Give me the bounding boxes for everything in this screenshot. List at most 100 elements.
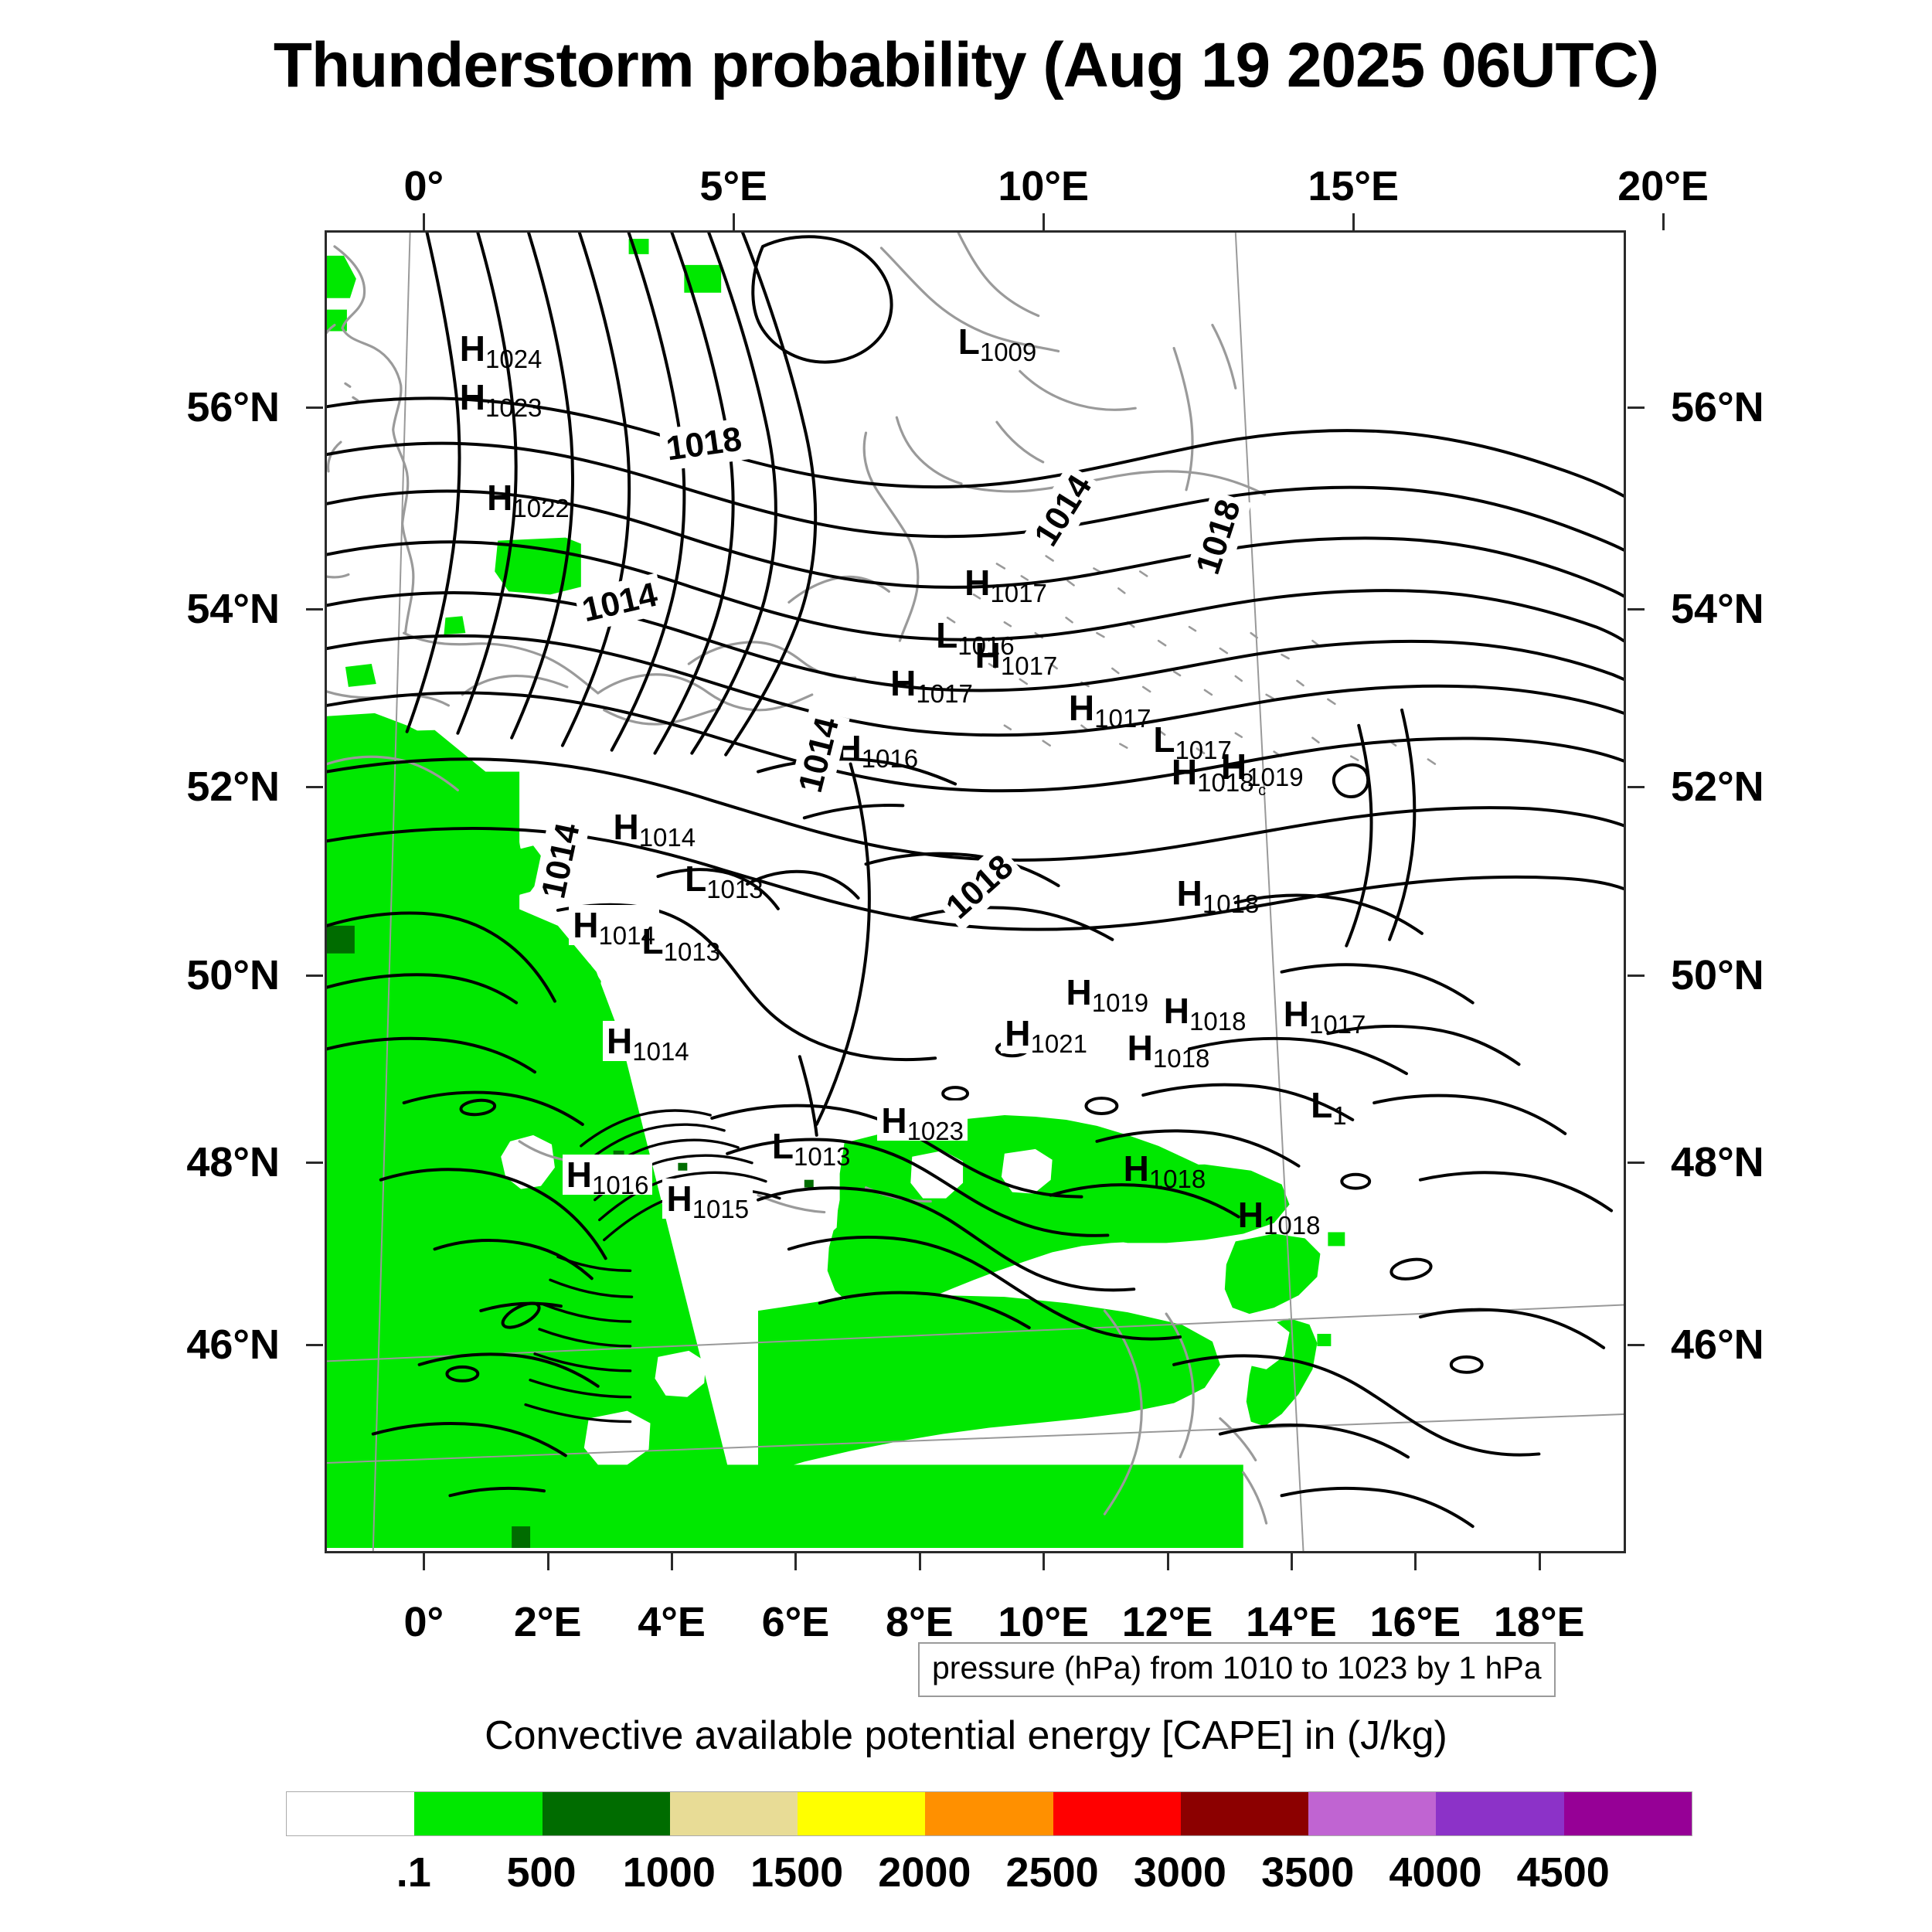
axis-tick-mark-right [1628, 1162, 1645, 1164]
pressure-center-label: H1016 [562, 1155, 653, 1198]
pressure-center-label: H1018 [1176, 873, 1260, 917]
axis-tick-mark-right [1628, 975, 1645, 977]
axis-tick-left: 52°N [186, 764, 280, 810]
pressure-center-type: H [459, 328, 485, 369]
axis-tick-left: 54°N [186, 586, 280, 632]
colorbar-label: 4000 [1389, 1849, 1482, 1896]
pressure-center-value: 1 [1332, 1100, 1347, 1130]
pressure-center-value: 1018 [1264, 1211, 1321, 1240]
pressure-center-label: H1018 [1164, 993, 1247, 1034]
axis-tick-mark-left [306, 608, 323, 611]
pressure-center-value: 1009 [979, 338, 1037, 367]
pressure-center-type: L [771, 1126, 794, 1167]
pressure-center-value: 1023 [906, 1117, 964, 1146]
colorbar-swatch-5[interactable] [925, 1792, 1053, 1835]
pressure-center-type: H [459, 377, 485, 418]
axis-tick-top: 0° [403, 163, 444, 209]
pressure-center-label: H1018 [1124, 1151, 1206, 1192]
colorbar-swatch-10[interactable] [1563, 1792, 1692, 1835]
pressure-center-label: H1014 [603, 1021, 693, 1064]
axis-tick-bottom: 14°E [1246, 1599, 1337, 1645]
pressure-center-label: H1021 [1001, 1013, 1091, 1056]
axis-tick-bottom: 0° [403, 1599, 444, 1645]
axis-tick-bottom: 4°E [638, 1599, 706, 1645]
colorbar-swatch-7[interactable] [1180, 1792, 1309, 1835]
colorbar-swatch-9[interactable] [1436, 1792, 1564, 1835]
cape-shading-darkgreen [327, 925, 814, 1549]
pressure-center-label: H1014 [569, 904, 659, 948]
axis-tick-mark-bottom [794, 1553, 798, 1570]
pressure-center-type: H [607, 1021, 633, 1062]
axis-tick-right: 56°N [1671, 384, 1764, 430]
pressure-center-type: H [487, 478, 513, 519]
pressure-center-type: H [1005, 1013, 1031, 1054]
axis-tick-mark-top [733, 213, 736, 230]
axis-tick-mark-left [306, 1162, 323, 1164]
pressure-center-type: H [1220, 746, 1247, 787]
axis-tick-mark-top [1352, 213, 1355, 230]
colorbar-label: 4500 [1516, 1849, 1610, 1896]
pressure-center-label: H1019 [1220, 746, 1304, 790]
pressure-center-type: H [1068, 688, 1095, 729]
isobar-contours [327, 233, 1624, 1529]
pressure-center-label: H1017 [1068, 688, 1151, 731]
pressure-center-value: 1016 [592, 1171, 649, 1200]
pressure-center-label: H1017 [1283, 993, 1366, 1037]
axis-tick-mark-bottom [1290, 1553, 1293, 1570]
pressure-center-type: H [1283, 993, 1309, 1034]
pressure-center-label: L1013 [685, 861, 764, 902]
axis-tick-top: 15°E [1308, 163, 1399, 209]
colorbar-label: 3500 [1261, 1849, 1355, 1896]
axis-tick-bottom: 6°E [761, 1599, 830, 1645]
axis-tick-mark-left [306, 975, 323, 977]
pressure-center-value: 1018 [1197, 767, 1254, 797]
axis-tick-right: 52°N [1671, 764, 1764, 810]
map-plot-area[interactable]: H1024 H1023 H1022 L1009 H1017 L1016 H1017 H1017… [325, 230, 1626, 1553]
pressure-center-type: H [881, 1100, 907, 1141]
colorbar-swatch-6[interactable] [1053, 1792, 1181, 1835]
pressure-center-type: H [975, 634, 1001, 675]
pressure-center-label: H1014 [613, 809, 696, 850]
pressure-center-label: H1017 [964, 562, 1047, 606]
pressure-center-value: 1017 [916, 679, 973, 708]
axis-tick-mark-bottom [918, 1553, 921, 1570]
colorbar-swatch-8[interactable] [1308, 1792, 1437, 1835]
pressure-center-value: 1014 [638, 823, 696, 852]
axis-tick-mark-left [306, 786, 323, 788]
axis-tick-bottom: 18°E [1493, 1599, 1585, 1645]
colorbar-swatch-2[interactable] [542, 1792, 670, 1835]
pressure-center-type: H [1176, 873, 1202, 914]
axis-tick-left: 50°N [186, 952, 280, 998]
colorbar-swatch-1[interactable] [414, 1792, 543, 1835]
axis-tick-left: 56°N [186, 384, 280, 430]
axis-tick-bottom: 8°E [886, 1599, 954, 1645]
pressure-center-label: H1018 [1128, 1030, 1210, 1071]
axis-tick-bottom: 2°E [513, 1599, 582, 1645]
pressure-center-value: 1023 [485, 393, 543, 423]
axis-tick-mark-right [1628, 608, 1645, 611]
axis-tick-mark-right [1628, 786, 1645, 788]
pressure-caption: pressure (hPa) from 1010 to 1023 by 1 hP… [918, 1642, 1556, 1697]
colorbar-label: 1500 [750, 1849, 844, 1896]
colorbar-label: .1 [396, 1849, 431, 1896]
pressure-center-value: 1018 [1148, 1165, 1206, 1194]
pressure-center-type: L [1153, 719, 1175, 760]
pressure-center-value: 1017 [1308, 1009, 1366, 1039]
pressure-center-type: H [964, 562, 991, 603]
pressure-center-value: 1018 [1202, 889, 1260, 919]
pressure-center-value: 1014 [598, 920, 655, 950]
page-title: Thunderstorm probability (Aug 19 2025 06… [273, 30, 1659, 100]
pressure-center-label: H1023 [877, 1100, 968, 1144]
pressure-center-type: H [666, 1179, 692, 1219]
axis-tick-mark-right [1628, 406, 1645, 409]
pressure-center-label: H1019 [1066, 975, 1149, 1015]
pressure-center-type: L [936, 615, 958, 656]
pressure-center-type: H [890, 662, 917, 703]
colorbar-swatch-4[interactable] [798, 1792, 926, 1835]
pressure-center-value: 1022 [512, 494, 570, 523]
axis-tick-bottom: 10°E [998, 1599, 1090, 1645]
colorbar-swatch-0[interactable] [287, 1792, 415, 1835]
colorbar-swatch-3[interactable] [669, 1792, 798, 1835]
cape-colorbar[interactable] [286, 1791, 1692, 1836]
pressure-center-value: 1013 [706, 875, 764, 904]
